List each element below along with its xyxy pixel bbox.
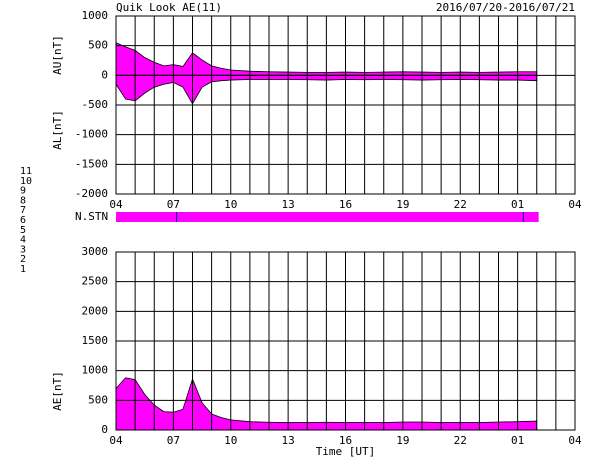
- y-tick-label: -500: [82, 98, 109, 111]
- legend-entry: 3: [20, 244, 26, 255]
- legend-entry: 6: [20, 215, 26, 226]
- y-tick-label: 2000: [82, 304, 109, 317]
- y-tick-label: 0: [101, 423, 108, 436]
- x-tick-label: 10: [224, 434, 237, 447]
- y-axis-label: AU[nT]: [51, 35, 64, 75]
- x-axis-label: Time [UT]: [316, 445, 376, 458]
- y-tick-label: 1000: [82, 9, 109, 22]
- x-tick-label: 07: [167, 434, 180, 447]
- x-tick-label: 10: [224, 198, 237, 211]
- x-tick-label: 01: [511, 198, 524, 211]
- y-tick-label: 1000: [82, 364, 109, 377]
- chart-title: Quik Look AE(11): [116, 1, 222, 14]
- x-tick-label: 19: [396, 198, 409, 211]
- y-axis-label: AL[nT]: [51, 110, 64, 150]
- x-tick-label: 22: [454, 198, 467, 211]
- y-tick-label: -1500: [75, 157, 108, 170]
- x-tick-label: 04: [109, 434, 123, 447]
- x-tick-label: 22: [454, 434, 467, 447]
- y-tick-label: 3000: [82, 245, 109, 258]
- y-tick-label: 500: [88, 39, 108, 52]
- legend-entry: 2: [20, 254, 26, 265]
- y-tick-label: 2500: [82, 275, 109, 288]
- data-area: [115, 377, 538, 431]
- data-area: [115, 74, 538, 105]
- x-tick-label: 04: [109, 198, 123, 211]
- plot-frame: [115, 15, 576, 195]
- legend-entry: 11: [20, 166, 32, 177]
- x-tick-label: 19: [396, 434, 409, 447]
- legend-entry: 5: [20, 225, 26, 236]
- x-tick-label: 16: [339, 434, 352, 447]
- y-tick-label: 0: [101, 68, 108, 81]
- legend-entry: 4: [20, 235, 26, 246]
- y-tick-label: 500: [88, 393, 108, 406]
- x-tick-label: 13: [282, 434, 295, 447]
- y-tick-label: 1500: [82, 334, 109, 347]
- x-tick-label: 16: [339, 198, 352, 211]
- plot-frame: [115, 251, 576, 431]
- x-tick-label: 13: [282, 198, 295, 211]
- legend-entry: 9: [20, 186, 26, 197]
- station-bar: [116, 212, 539, 222]
- y-tick-label: -2000: [75, 187, 108, 200]
- x-tick-label: 07: [167, 198, 180, 211]
- legend-entry: 1: [20, 264, 26, 275]
- chart-subtitle: 2016/07/20-2016/07/21: [436, 1, 575, 14]
- data-area: [115, 42, 538, 76]
- y-axis-label: AE[nT]: [51, 371, 64, 411]
- y-tick-label: -1000: [75, 128, 108, 141]
- x-tick-label: 01: [511, 434, 524, 447]
- x-tick-label: 04: [568, 434, 582, 447]
- x-tick-label: 04: [568, 198, 582, 211]
- legend-entry: 10: [20, 176, 32, 187]
- station-label: N.STN: [75, 210, 108, 223]
- legend-entry: 8: [20, 195, 26, 206]
- legend-entry: 7: [20, 205, 26, 216]
